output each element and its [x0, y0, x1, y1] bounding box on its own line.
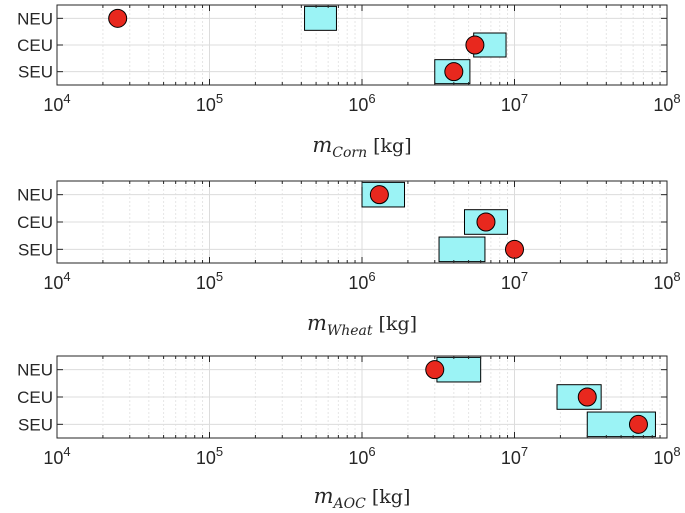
category-label-neu: NEU [17, 9, 53, 28]
point-marker-neu [369, 185, 389, 205]
category-label-ceu: CEU [17, 213, 53, 232]
x-tick-label: 108 [653, 91, 680, 115]
x-axis-label: mWheat [kg] [307, 311, 417, 339]
x-tick-label: 108 [653, 444, 680, 468]
x-tick-label: 104 [43, 91, 70, 115]
x-tick-label: 107 [501, 444, 528, 468]
x-tick-label: 106 [348, 269, 375, 293]
category-label-seu: SEU [18, 63, 53, 82]
category-label-seu: SEU [18, 240, 53, 259]
range-box-seu [586, 411, 656, 438]
point-marker-seu [444, 62, 464, 82]
category-label-neu: NEU [17, 361, 53, 380]
point-marker-ceu [465, 35, 485, 55]
chart-panel-2: NEU CEU SEU 104 105 106 107 108 mWheat [kg] [17, 180, 681, 339]
x-tick-label: 107 [501, 269, 528, 293]
range-box-seu [438, 236, 486, 263]
x-tick-label: 105 [196, 91, 223, 115]
x-tick-label: 105 [196, 269, 223, 293]
x-tick-label: 104 [43, 269, 70, 293]
point-marker-seu [628, 414, 648, 434]
chart-panel-1: NEU CEU SEU 104 105 106 107 108 mCorn [kg] [17, 4, 681, 161]
point-marker-ceu [476, 212, 496, 232]
category-label-seu: SEU [18, 415, 53, 434]
x-tick-label: 105 [196, 444, 223, 468]
point-marker-seu [505, 239, 524, 259]
x-tick-label: 108 [653, 269, 680, 293]
point-marker-neu [425, 360, 445, 380]
category-label-neu: NEU [17, 186, 53, 205]
x-tick-label: 104 [43, 444, 70, 468]
x-axis-label: mAOC [kg] [314, 484, 411, 512]
x-tick-label: 106 [348, 444, 375, 468]
point-marker-neu [108, 8, 128, 28]
category-label-ceu: CEU [17, 36, 53, 55]
category-label-ceu: CEU [17, 388, 53, 407]
x-axis-label: mCorn [kg] [312, 133, 411, 161]
x-tick-label: 106 [348, 91, 375, 115]
range-box-neu [304, 5, 337, 31]
x-tick-label: 107 [501, 91, 528, 115]
chart-panel-3: NEU CEU SEU 104 105 106 107 108 mAOC [kg] [17, 355, 681, 512]
point-marker-ceu [577, 387, 597, 407]
